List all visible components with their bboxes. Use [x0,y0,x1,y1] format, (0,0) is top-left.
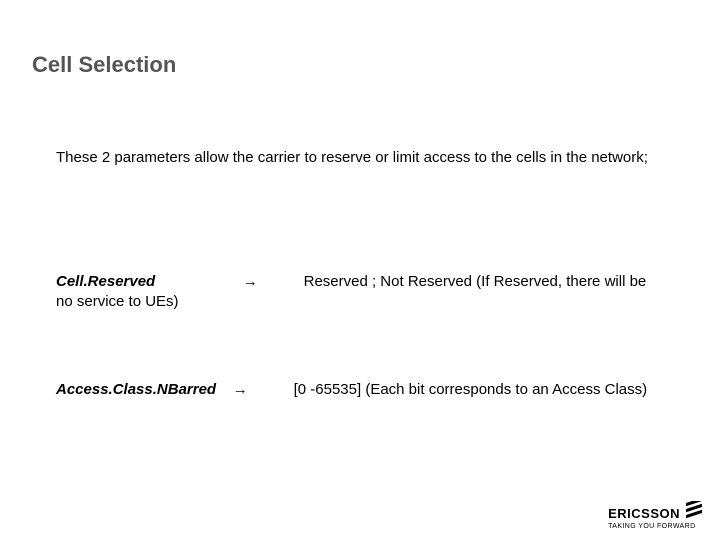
param-accessclass: Access.Class.NBarred → [0 -65535] (Each … [56,380,647,400]
param2-values: [0 -65535] (Each bit corresponds to an A… [294,381,648,398]
brand-name: ERICSSON [608,506,680,521]
brand-block: ERICSSON TAKING YOU FORWARD [608,501,702,530]
param1-name: Cell.Reserved [56,273,155,290]
arrow-icon: → [233,381,248,398]
intro-text: These 2 parameters allow the carrier to … [56,148,648,168]
brand-tagline: TAKING YOU FORWARD [608,523,695,530]
arrow-icon: → [243,273,258,290]
param-cellreserved: Cell.Reserved → Reserved ; Not Reserved … [56,272,666,313]
slide: { "title": "Cell Selection", "intro": "T… [0,0,720,540]
brand-row: ERICSSON [608,501,702,521]
param2-name: Access.Class.NBarred [56,381,216,398]
slide-title: Cell Selection [32,52,176,78]
ericsson-logo-icon [686,501,702,521]
footer: ERICSSON TAKING YOU FORWARD [608,501,702,530]
